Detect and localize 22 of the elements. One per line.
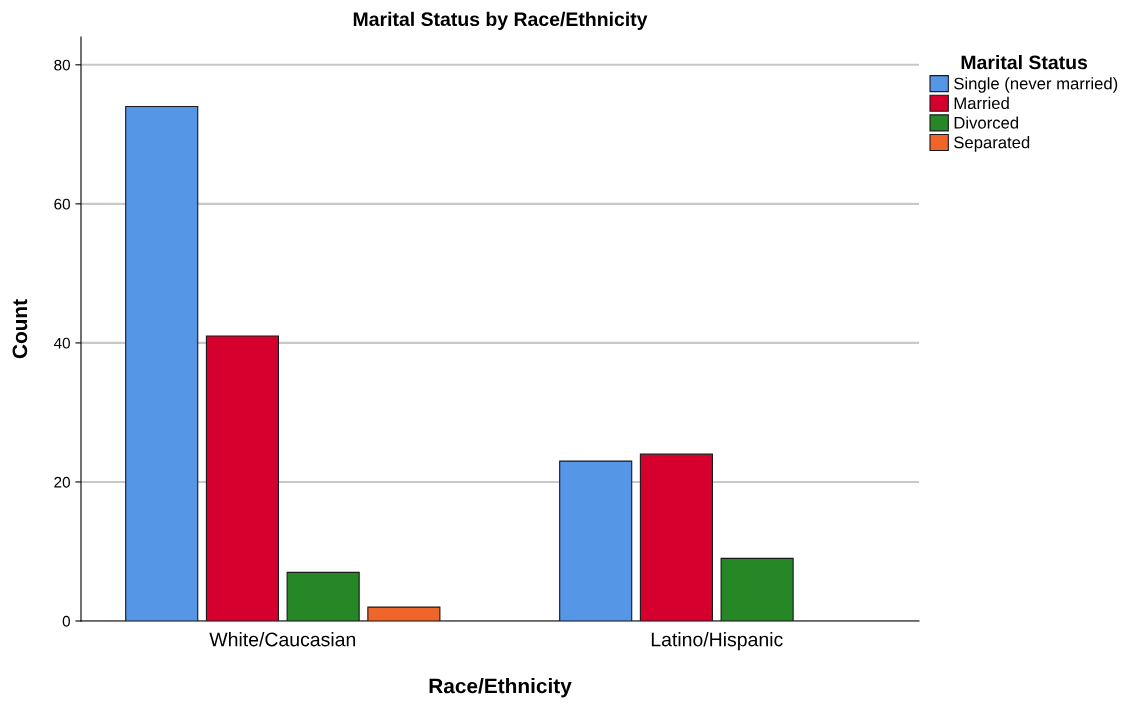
legend-label: Married: [954, 96, 1009, 110]
y-tick-label: 80: [54, 59, 70, 71]
legend-label: Divorced: [954, 116, 1019, 129]
legend-label: Separated: [954, 136, 1030, 152]
bar: [559, 460, 633, 621]
bar: [720, 557, 794, 621]
legend-title: Marital Status: [961, 55, 1088, 70]
y-tick-label: 40: [53, 337, 70, 349]
legend-label: Single (never married): [954, 77, 1118, 93]
y-tick-label: 0: [62, 615, 70, 627]
chart-title: Marital Status by Race/Ethnicity: [353, 11, 648, 30]
y-axis-title: Count: [12, 299, 28, 359]
y-tick-label: 60: [54, 198, 70, 210]
bar: [639, 453, 713, 621]
x-tick-label: White/Caucasian: [209, 632, 356, 647]
bar: [286, 571, 360, 621]
bar: [367, 606, 441, 621]
x-axis-title: Race/Ethnicity: [429, 678, 572, 698]
x-tick-label: Latino/Hispanic: [651, 632, 783, 651]
bar: [125, 105, 199, 621]
y-tick-label: 20: [54, 476, 70, 488]
bar: [205, 335, 280, 621]
